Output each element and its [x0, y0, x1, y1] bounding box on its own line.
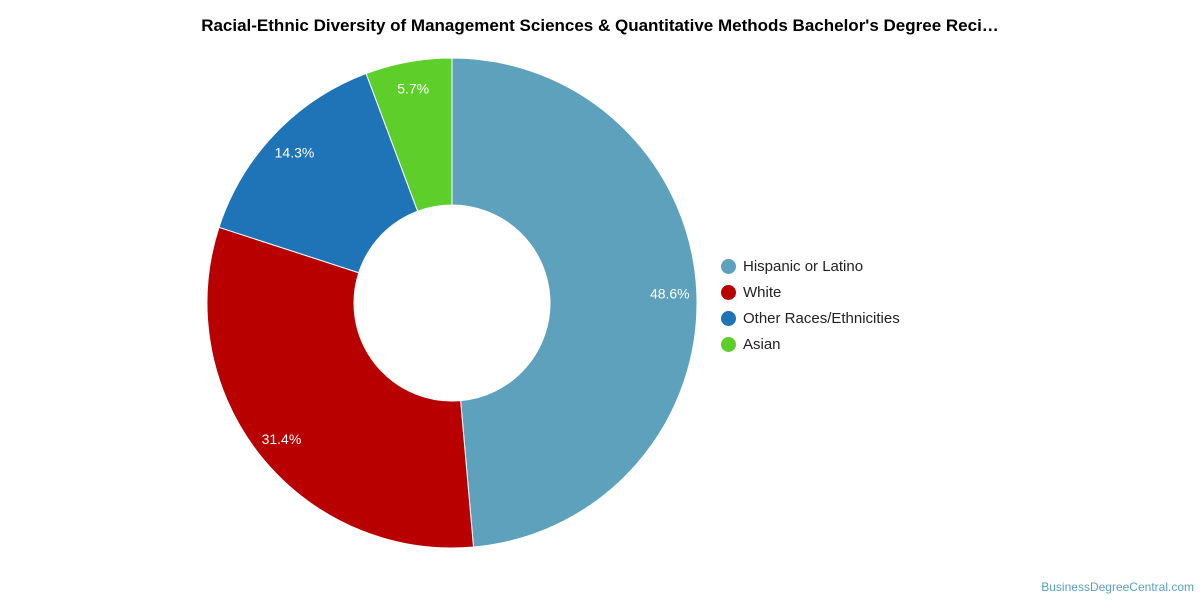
slice-label-asian: 5.7%	[397, 80, 429, 96]
legend-item-white: White	[721, 279, 900, 305]
source-watermark: BusinessDegreeCentral.com	[1041, 580, 1194, 594]
slice-label-other-races-ethnicities: 14.3%	[275, 144, 315, 160]
chart-legend: Hispanic or Latino White Other Races/Ethni…	[721, 253, 900, 357]
slice-asian	[365, 57, 453, 212]
legend-swatch	[721, 284, 736, 300]
legend-label: Asian	[743, 335, 781, 353]
legend-label: Hispanic or Latino	[743, 257, 864, 275]
slice-other-races-ethnicities	[218, 72, 419, 274]
slice-label-hispanic-or-latino: 48.6%	[650, 285, 690, 301]
legend-swatch	[721, 336, 736, 352]
slice-label-white: 31.4%	[262, 431, 302, 447]
legend-label: White	[743, 283, 782, 301]
legend-label: Other Races/Ethnicities	[743, 309, 900, 327]
slice-white	[206, 226, 475, 549]
legend-item-hispanic-or-latino: Hispanic or Latino	[721, 253, 900, 279]
legend-swatch	[721, 310, 736, 326]
legend-swatch	[721, 258, 736, 274]
legend-item-asian: Asian	[721, 331, 900, 357]
slice-hispanic-or-latino	[451, 57, 698, 548]
chart-title: Racial-Ethnic Diversity of Management Sc…	[201, 16, 999, 35]
legend-item-other-races-ethnicities: Other Races/Ethnicities	[721, 305, 900, 331]
